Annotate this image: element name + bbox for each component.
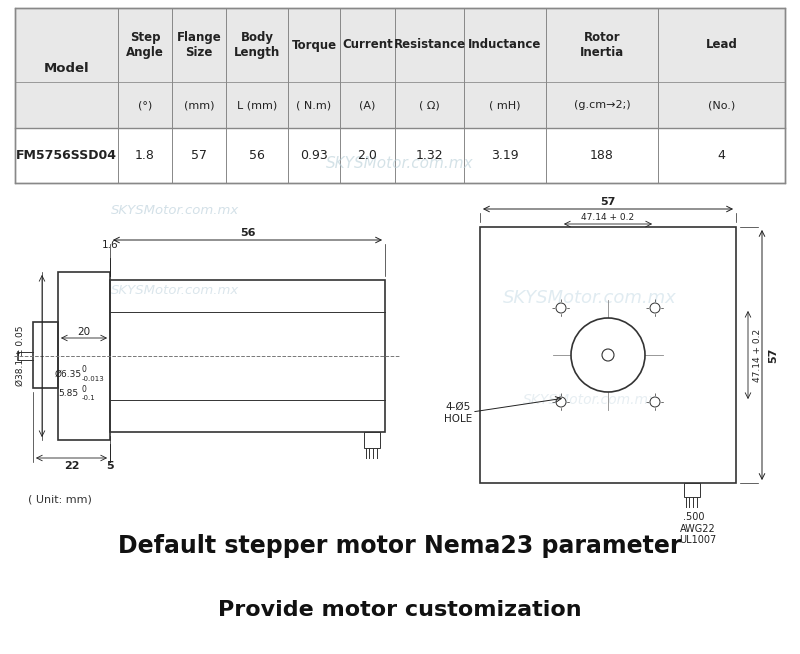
Bar xyxy=(15,8,118,128)
Text: 188: 188 xyxy=(590,149,614,162)
Bar xyxy=(15,8,785,183)
Text: (No.): (No.) xyxy=(708,100,735,110)
Text: (°): (°) xyxy=(138,100,152,110)
Bar xyxy=(33,322,58,388)
Bar xyxy=(118,8,172,128)
Text: Default stepper motor Nema23 parameter: Default stepper motor Nema23 parameter xyxy=(118,534,682,558)
Bar xyxy=(395,8,464,128)
Circle shape xyxy=(650,397,660,407)
Text: ( Unit: mm): ( Unit: mm) xyxy=(28,495,92,505)
Text: 47.14 + 0.2: 47.14 + 0.2 xyxy=(582,213,634,222)
Text: Inductance: Inductance xyxy=(468,39,542,52)
Text: 22: 22 xyxy=(64,461,79,471)
Bar xyxy=(464,8,546,128)
Text: 20: 20 xyxy=(78,327,90,337)
Bar xyxy=(288,8,340,128)
Text: Lead: Lead xyxy=(706,39,738,52)
Text: 0: 0 xyxy=(82,364,87,373)
Text: -0.1: -0.1 xyxy=(82,395,96,401)
Text: 5: 5 xyxy=(106,461,114,471)
Circle shape xyxy=(571,318,645,392)
Bar xyxy=(110,280,385,432)
Text: .500: .500 xyxy=(683,512,705,522)
Text: (g.cm→2;): (g.cm→2;) xyxy=(574,100,630,110)
Text: 2.0: 2.0 xyxy=(358,149,378,162)
Text: L (mm): L (mm) xyxy=(237,100,277,110)
Text: -0.013: -0.013 xyxy=(82,376,105,382)
Text: 57: 57 xyxy=(191,149,207,162)
Text: 57: 57 xyxy=(768,347,778,363)
Text: 1.32: 1.32 xyxy=(416,149,443,162)
Text: AWG22: AWG22 xyxy=(680,524,716,534)
Text: 56: 56 xyxy=(240,228,255,238)
Text: 0.93: 0.93 xyxy=(300,149,328,162)
Text: 3.19: 3.19 xyxy=(491,149,519,162)
Text: 5.85: 5.85 xyxy=(58,388,78,398)
Text: 56: 56 xyxy=(249,149,265,162)
Text: (A): (A) xyxy=(359,100,376,110)
Text: 57: 57 xyxy=(600,197,616,207)
Text: Model: Model xyxy=(44,61,90,75)
Text: Rotor
Inertia: Rotor Inertia xyxy=(580,31,624,59)
Text: SKYSMotor.com.mx: SKYSMotor.com.mx xyxy=(503,289,677,307)
Text: Step
Angle: Step Angle xyxy=(126,31,164,59)
Text: SKYSMotor.com.mx: SKYSMotor.com.mx xyxy=(111,283,239,296)
Bar xyxy=(172,8,226,128)
Text: Ø38.1 ± 0.05: Ø38.1 ± 0.05 xyxy=(15,326,25,387)
Bar xyxy=(684,483,700,497)
Text: ( Ω): ( Ω) xyxy=(419,100,440,110)
Text: 1.8: 1.8 xyxy=(135,149,155,162)
Text: 4: 4 xyxy=(718,149,726,162)
Text: 4-Ø5: 4-Ø5 xyxy=(446,402,470,412)
Text: Provide motor customization: Provide motor customization xyxy=(218,600,582,620)
Text: SKYSMotor.com.mx: SKYSMotor.com.mx xyxy=(523,393,657,407)
Text: 1.6: 1.6 xyxy=(102,240,118,250)
Circle shape xyxy=(556,303,566,313)
Text: UL1007: UL1007 xyxy=(679,535,717,545)
Bar xyxy=(58,272,110,440)
Text: Flange
Size: Flange Size xyxy=(177,31,222,59)
Text: Torque: Torque xyxy=(291,39,337,52)
Text: Body
Length: Body Length xyxy=(234,31,280,59)
Bar xyxy=(480,227,736,483)
Text: HOLE: HOLE xyxy=(444,414,472,424)
Circle shape xyxy=(556,397,566,407)
Text: ( mH): ( mH) xyxy=(490,100,521,110)
Text: 47.14 + 0.2: 47.14 + 0.2 xyxy=(754,328,762,381)
Bar xyxy=(364,432,380,448)
Text: SKYSMotor.com.mx: SKYSMotor.com.mx xyxy=(111,203,239,216)
Text: FM5756SSD04: FM5756SSD04 xyxy=(16,149,117,162)
Circle shape xyxy=(650,303,660,313)
Text: 0: 0 xyxy=(82,385,87,394)
Bar xyxy=(15,128,785,183)
Text: Ø6.35: Ø6.35 xyxy=(55,370,82,379)
Text: SKYSMotor.com.mx: SKYSMotor.com.mx xyxy=(326,156,474,171)
Bar xyxy=(226,8,288,128)
Text: Current: Current xyxy=(342,39,393,52)
Text: ( N.m): ( N.m) xyxy=(297,100,331,110)
Text: (mm): (mm) xyxy=(184,100,214,110)
Bar xyxy=(546,8,658,128)
Text: Resistance: Resistance xyxy=(394,39,466,52)
Bar xyxy=(658,8,785,128)
Bar xyxy=(340,8,395,128)
